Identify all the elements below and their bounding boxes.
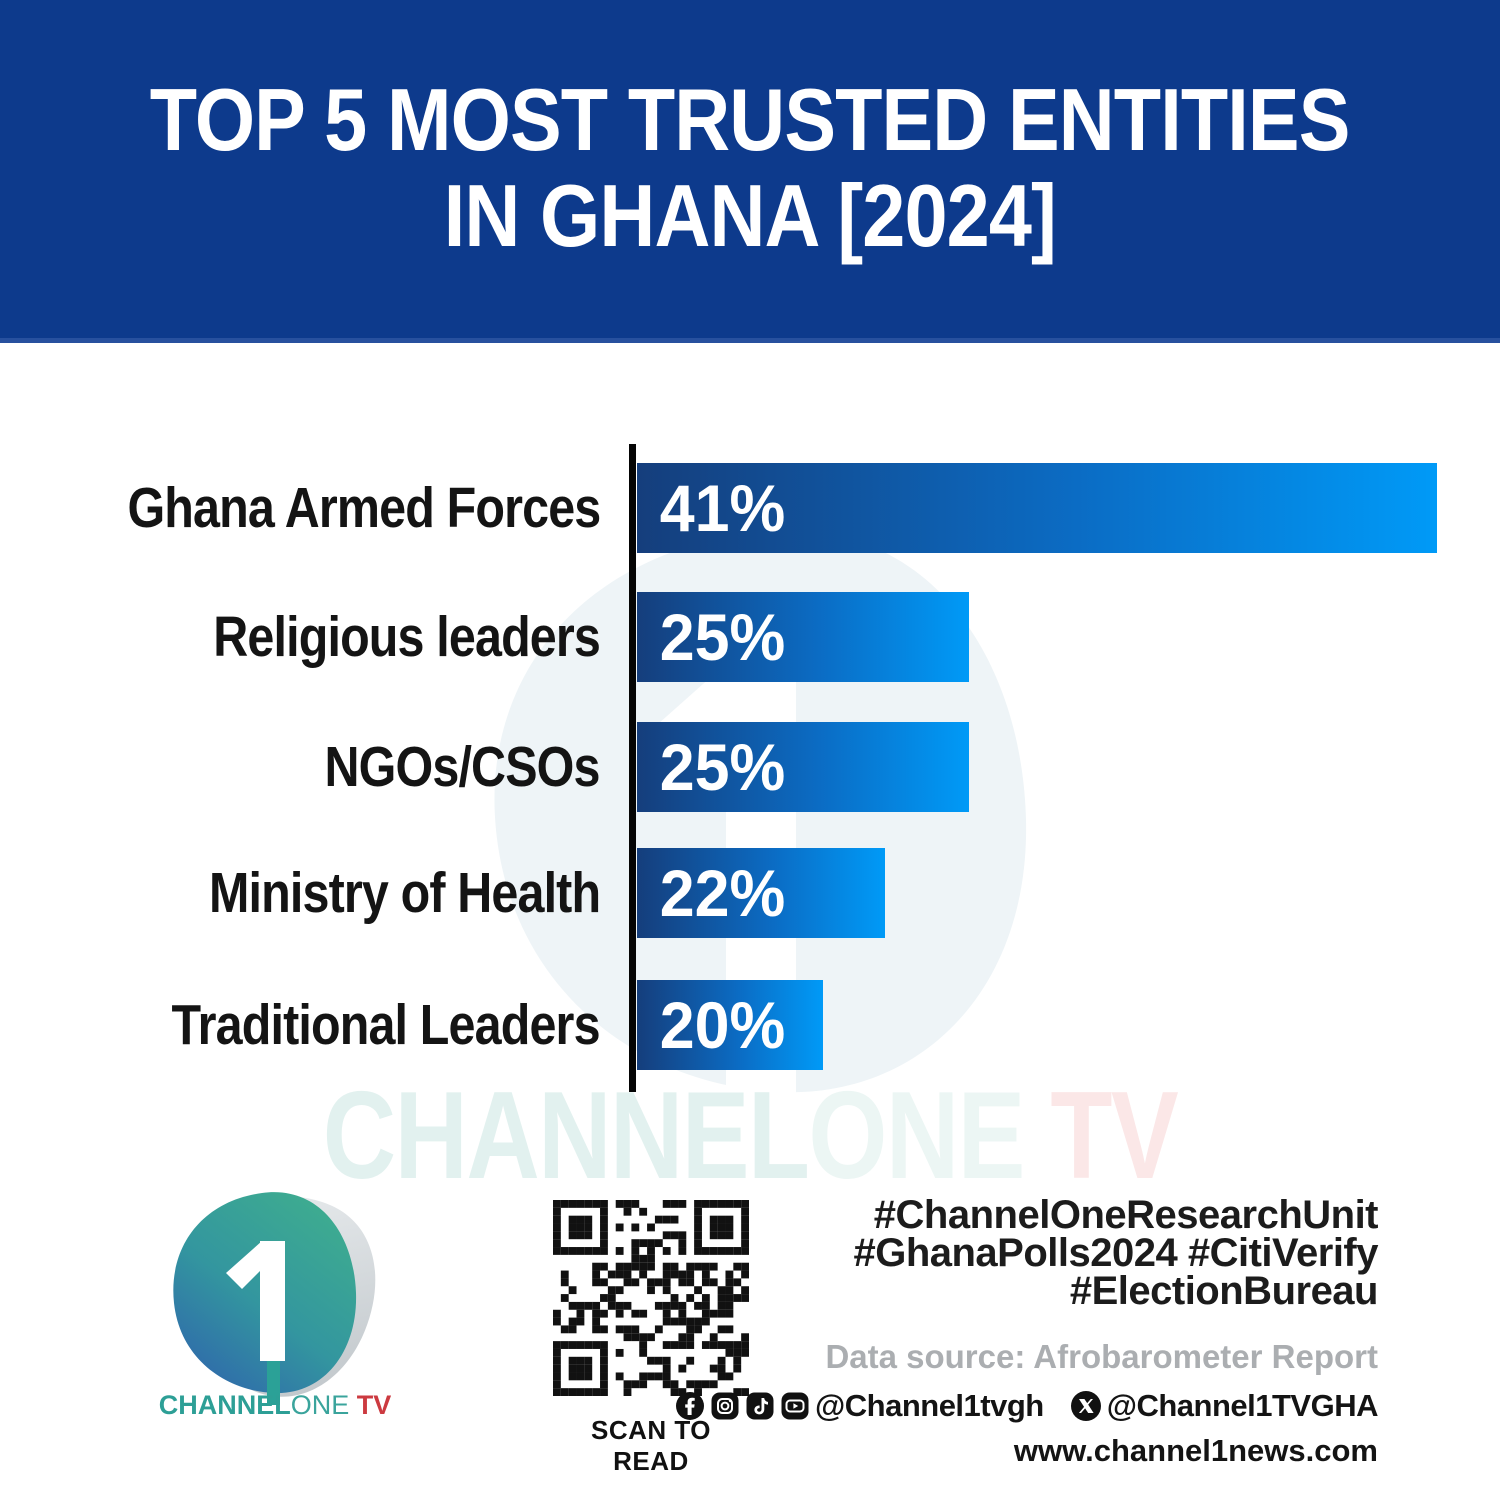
- bar-value-label: 25%: [659, 600, 786, 674]
- channel-one-tv-logo: [173, 1192, 376, 1405]
- logo-wordmark: CHANNELONE TV: [130, 1390, 420, 1421]
- logo-one-tail: [267, 1361, 280, 1405]
- category-label: Traditional Leaders: [171, 993, 601, 1057]
- watermark-tv: TV: [1050, 1067, 1178, 1205]
- page-title-line1: TOP 5 MOST TRUSTED ENTITIES: [150, 70, 1351, 169]
- qr-code: [553, 1200, 749, 1396]
- logo-text-channel: CHANNEL: [158, 1390, 291, 1420]
- hashtag-line: #ElectionBureau: [1069, 1269, 1379, 1313]
- channel-one-tv-watermark: CHANNELONE TV: [0, 1074, 1500, 1198]
- bar-value-label: 22%: [659, 856, 786, 930]
- handle-x: @Channel1TVGHA: [1106, 1388, 1379, 1423]
- youtube-icon: [781, 1392, 809, 1420]
- qr-caption: SCAN TO READ: [590, 1415, 712, 1476]
- hashtag-line: #ChannelOneResearchUnit: [873, 1193, 1379, 1237]
- footer-right-column: #ChannelOneResearchUnit #GhanaPolls2024 #…: [675, 1193, 1379, 1469]
- facebook-icon: [676, 1392, 705, 1420]
- watermark-one: ONE: [808, 1067, 1025, 1205]
- page-title-line2: IN GHANA [2024]: [443, 166, 1057, 265]
- qr-block: SCAN TO READ: [553, 1200, 749, 1477]
- hashtag-block: #ChannelOneResearchUnit #GhanaPolls2024 #…: [675, 1193, 1379, 1313]
- category-label: Ministry of Health: [208, 861, 601, 925]
- bar-value-label: 20%: [659, 988, 786, 1062]
- bar: 22%: [637, 848, 885, 938]
- bar: 25%: [637, 722, 969, 812]
- bar-value-label: 25%: [659, 730, 786, 804]
- header-banner: TOP 5 MOST TRUSTED ENTITIES IN GHANA [20…: [0, 0, 1500, 343]
- tiktok-icon: [746, 1392, 774, 1420]
- website-url: www.channel1news.com: [1013, 1433, 1378, 1468]
- category-label: Religious leaders: [213, 605, 601, 669]
- logo-text-one: ONE: [290, 1390, 350, 1420]
- x-icon: [1070, 1391, 1101, 1421]
- hashtag-line: #GhanaPolls2024 #CitiVerify: [853, 1231, 1378, 1275]
- logo-one-stem: [260, 1241, 285, 1361]
- bar: 25%: [637, 592, 969, 682]
- category-label: Ghana Armed Forces: [127, 476, 601, 540]
- bar: 20%: [637, 980, 823, 1070]
- bar: 41%: [637, 463, 1437, 553]
- social-row: @Channel1tvgh @Channel1TVGHA: [675, 1388, 1379, 1424]
- handle-primary: @Channel1tvgh: [815, 1388, 1044, 1423]
- bar-value-label: 41%: [659, 471, 786, 545]
- category-label: NGOs/CSOs: [324, 735, 601, 799]
- watermark-channel: CHANNEL: [322, 1067, 810, 1205]
- instagram-icon: [711, 1392, 739, 1420]
- logo-one-hook: [226, 1241, 262, 1289]
- data-source-text: Data source: Afrobarometer Report: [825, 1338, 1378, 1375]
- y-axis-line: [629, 444, 636, 1092]
- logo-text-tv: TV: [356, 1390, 392, 1420]
